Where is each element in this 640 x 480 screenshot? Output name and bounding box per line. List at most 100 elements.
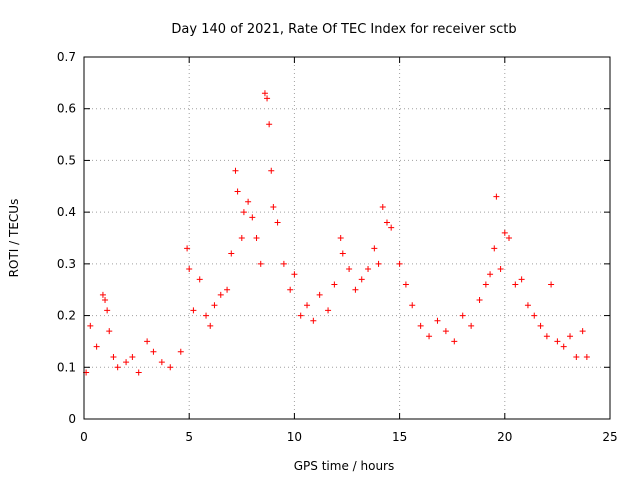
data-point bbox=[339, 250, 346, 257]
data-point bbox=[304, 302, 311, 309]
data-point bbox=[249, 214, 256, 221]
data-point bbox=[232, 167, 239, 174]
data-point bbox=[123, 359, 130, 366]
x-tick-label: 5 bbox=[185, 430, 193, 444]
y-tick-label: 0.6 bbox=[57, 102, 76, 116]
data-point bbox=[476, 297, 483, 304]
data-point bbox=[337, 235, 344, 241]
x-tick-label: 20 bbox=[497, 430, 512, 444]
y-tick-label: 0 bbox=[68, 412, 76, 426]
data-point bbox=[497, 266, 504, 273]
data-point bbox=[493, 193, 500, 200]
x-tick-label: 15 bbox=[392, 430, 407, 444]
data-point bbox=[501, 229, 508, 236]
data-point bbox=[371, 245, 378, 252]
data-point bbox=[346, 266, 353, 273]
data-point bbox=[358, 276, 365, 283]
data-point bbox=[190, 307, 197, 314]
data-point bbox=[264, 95, 271, 102]
y-tick-label: 0.3 bbox=[57, 257, 76, 271]
data-point bbox=[135, 369, 142, 376]
data-point bbox=[217, 291, 224, 298]
data-point bbox=[512, 281, 519, 288]
data-points bbox=[83, 90, 590, 376]
data-point bbox=[388, 224, 395, 231]
data-point bbox=[270, 203, 277, 210]
data-point bbox=[106, 328, 113, 335]
data-point bbox=[238, 235, 245, 241]
data-point bbox=[331, 281, 338, 288]
data-point bbox=[280, 260, 287, 267]
data-point bbox=[325, 307, 332, 314]
x-axis-label: GPS time / hours bbox=[294, 459, 395, 473]
data-point bbox=[291, 271, 298, 278]
y-tick-label: 0.4 bbox=[57, 205, 76, 219]
data-point bbox=[129, 353, 136, 360]
data-point bbox=[266, 121, 273, 128]
data-point bbox=[316, 291, 323, 298]
data-point bbox=[228, 250, 235, 257]
data-point bbox=[482, 281, 489, 288]
data-point bbox=[579, 328, 586, 335]
data-point bbox=[379, 203, 386, 210]
data-point bbox=[506, 235, 513, 241]
data-point bbox=[177, 348, 184, 355]
data-point bbox=[396, 260, 403, 267]
data-point bbox=[543, 333, 550, 340]
data-point bbox=[245, 198, 252, 205]
data-point bbox=[234, 188, 241, 195]
data-point bbox=[442, 328, 449, 335]
data-point bbox=[459, 312, 466, 319]
data-point bbox=[426, 333, 433, 340]
data-point bbox=[417, 322, 424, 329]
data-point bbox=[207, 322, 214, 329]
axis-ticks: 0 0.1 0.2 0.3 0.4 0.5 0.6 0.7 0 5 10 15 20 25 bbox=[57, 50, 618, 444]
data-point bbox=[261, 90, 268, 97]
data-point bbox=[365, 266, 372, 273]
data-point bbox=[352, 286, 359, 293]
y-tick-label: 0.2 bbox=[57, 309, 76, 323]
data-point bbox=[203, 312, 210, 319]
data-point bbox=[487, 271, 494, 278]
data-point bbox=[224, 286, 231, 293]
data-point bbox=[409, 302, 416, 309]
data-point bbox=[257, 260, 264, 267]
data-point bbox=[537, 322, 544, 329]
data-point bbox=[114, 364, 121, 371]
y-axis-label: ROTI / TECUs bbox=[7, 199, 21, 278]
data-point bbox=[196, 276, 203, 283]
x-tick-label: 0 bbox=[80, 430, 88, 444]
data-point bbox=[468, 322, 475, 329]
data-point bbox=[518, 276, 525, 283]
y-tick-label: 0.1 bbox=[57, 360, 76, 374]
x-tick-label: 10 bbox=[287, 430, 302, 444]
data-point bbox=[524, 302, 531, 309]
data-point bbox=[583, 353, 590, 360]
data-point bbox=[402, 281, 409, 288]
data-point bbox=[167, 364, 174, 371]
data-point bbox=[548, 281, 555, 288]
data-point bbox=[150, 348, 157, 355]
data-point bbox=[184, 245, 191, 252]
chart-title: Day 140 of 2021, Rate Of TEC Index for r… bbox=[171, 22, 516, 37]
data-point bbox=[573, 353, 580, 360]
data-point bbox=[253, 235, 260, 241]
data-point bbox=[211, 302, 218, 309]
y-tick-label: 0.7 bbox=[57, 50, 76, 64]
data-point bbox=[383, 219, 390, 226]
data-point bbox=[531, 312, 538, 319]
data-point bbox=[274, 219, 281, 226]
data-point bbox=[93, 343, 100, 350]
data-point bbox=[87, 322, 94, 329]
data-point bbox=[310, 317, 317, 324]
data-point bbox=[268, 167, 275, 174]
data-point bbox=[186, 266, 193, 273]
grid bbox=[84, 57, 610, 419]
data-point bbox=[110, 353, 117, 360]
data-point bbox=[144, 338, 151, 345]
y-tick-label: 0.5 bbox=[57, 153, 76, 167]
data-point bbox=[102, 297, 109, 304]
data-point bbox=[99, 291, 106, 298]
data-point bbox=[297, 312, 304, 319]
